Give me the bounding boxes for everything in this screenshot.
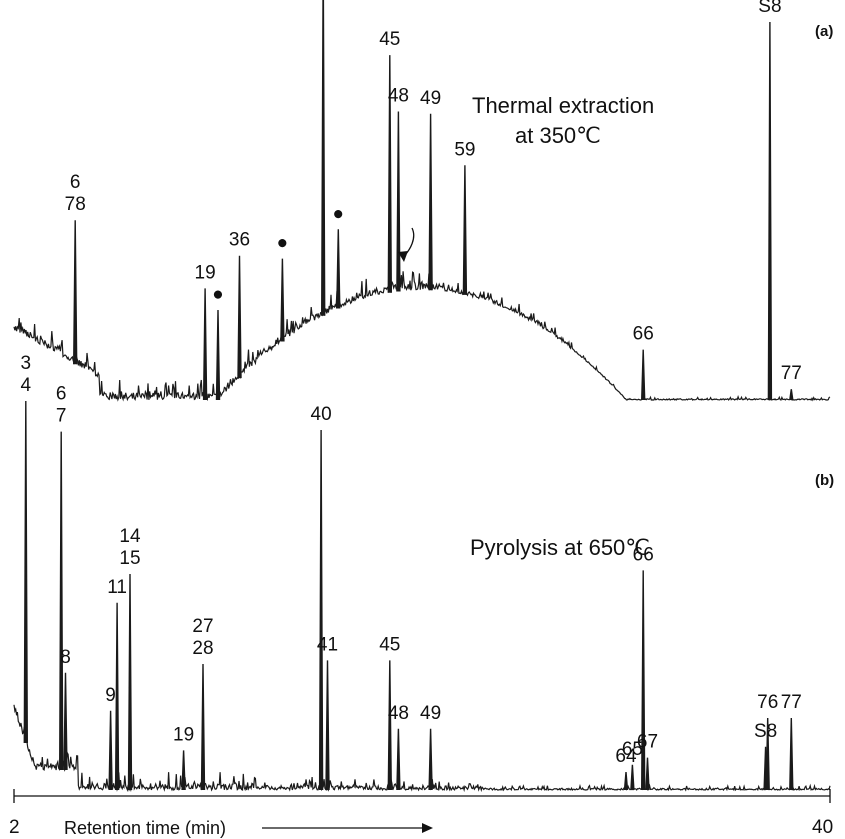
peak-b-15 bbox=[641, 570, 646, 791]
peak-a-8 bbox=[396, 111, 401, 292]
peak-a-11 bbox=[641, 349, 646, 401]
x-axis-direction-arrowhead bbox=[422, 823, 433, 833]
peak-label-a-0-0: 6 bbox=[70, 172, 81, 193]
peak-b-12 bbox=[428, 728, 433, 791]
peak-label-b-17-0: S8 bbox=[754, 721, 777, 742]
x-axis: 2 40 Retention time (min) bbox=[9, 789, 833, 838]
peak-label-a-11-0: 66 bbox=[633, 324, 654, 345]
peak-b-7 bbox=[200, 663, 206, 791]
panel-b-trace bbox=[13, 704, 831, 793]
peak-a-6 bbox=[336, 229, 341, 309]
peak-label-a-0-1: 78 bbox=[65, 194, 86, 215]
peak-label-a-10-0: 59 bbox=[454, 139, 475, 160]
peak-a-4 bbox=[280, 258, 285, 342]
peak-label-b-4-0: 11 bbox=[107, 577, 127, 598]
panel-b-title: Pyrolysis at 650℃ bbox=[470, 535, 650, 560]
peak-a-9 bbox=[428, 113, 433, 291]
peak-label-b-16-0: 67 bbox=[637, 732, 658, 753]
peak-a-2 bbox=[215, 309, 221, 401]
peak-label-b-7-1: 28 bbox=[192, 638, 213, 659]
peak-label-b-14-0: 65 bbox=[622, 739, 643, 760]
peak-label-b-5-1: 15 bbox=[119, 548, 140, 569]
panel-a-subtitle: at 350℃ bbox=[515, 123, 601, 148]
peak-label-b-3-0: 9 bbox=[105, 685, 116, 706]
peak-label-a-7-0: 45 bbox=[379, 29, 400, 50]
peak-a-12 bbox=[767, 21, 773, 401]
peak-label-b-15-0: 66 bbox=[633, 544, 654, 565]
peak-label-b-19-0: 77 bbox=[781, 692, 802, 713]
peak-a-0 bbox=[73, 220, 78, 365]
panel-a-trace bbox=[13, 271, 831, 402]
panel-a-peaks bbox=[73, 0, 794, 401]
peak-b-3 bbox=[108, 710, 113, 791]
panel-b-tag: (b) bbox=[815, 472, 834, 489]
peak-b-8 bbox=[318, 429, 324, 791]
peak-label-a-8-0: 48 bbox=[388, 86, 409, 107]
peak-label-b-7-0: 27 bbox=[192, 616, 213, 637]
panel-a-48-arrowhead bbox=[398, 251, 408, 262]
peak-b-0 bbox=[23, 400, 28, 744]
peak-a-13 bbox=[789, 389, 794, 401]
peak-label-a-13-0: 77 bbox=[781, 363, 802, 384]
peak-b-13 bbox=[623, 771, 629, 791]
peak-b-6 bbox=[181, 750, 186, 791]
x-axis-end-label: 40 bbox=[812, 817, 833, 838]
panel-a-tag: (a) bbox=[815, 23, 833, 40]
peak-label-b-0-0: 3 bbox=[21, 353, 32, 374]
panel-a-title: Thermal extraction bbox=[472, 93, 654, 118]
peak-b-18 bbox=[765, 717, 770, 791]
peak-label-b-10-0: 45 bbox=[379, 634, 400, 655]
peak-label-b-6-0: 19 bbox=[173, 724, 194, 745]
peak-label-b-0-1: 4 bbox=[21, 375, 32, 396]
x-axis-start-label: 2 bbox=[9, 817, 20, 838]
peak-label-a-3-0: 36 bbox=[229, 230, 250, 251]
peak-label-b-11-0: 48 bbox=[388, 703, 409, 724]
peak-label-b-18-0: 76 bbox=[757, 692, 778, 713]
peak-label-b-1-1: 7 bbox=[56, 406, 67, 427]
peak-label-b-1-0: 6 bbox=[56, 384, 67, 405]
peak-label-b-2-0: 8 bbox=[60, 647, 71, 668]
peak-b-5 bbox=[127, 573, 133, 791]
peak-b-2 bbox=[63, 672, 68, 771]
peak-b-9 bbox=[325, 660, 330, 791]
peak-a-10 bbox=[462, 165, 468, 295]
peak-a-1 bbox=[202, 288, 208, 401]
peak-b-10 bbox=[387, 660, 392, 791]
peak-label-b-8-0: 40 bbox=[311, 404, 332, 425]
peak-marker-dot-a-2-0: ● bbox=[212, 284, 223, 305]
peak-label-b-9-0: 41 bbox=[317, 634, 338, 655]
peak-label-a-9-0: 49 bbox=[420, 88, 441, 109]
peak-a-3 bbox=[237, 255, 242, 379]
peak-label-b-13-0: 64 bbox=[615, 746, 637, 767]
peak-b-1 bbox=[59, 431, 64, 771]
peak-a-7 bbox=[387, 55, 392, 293]
peak-marker-dot-a-4-0: ● bbox=[277, 233, 288, 254]
x-axis-title: Retention time (min) bbox=[64, 818, 226, 838]
peak-b-19 bbox=[789, 717, 794, 791]
panel-b-peaks bbox=[23, 400, 794, 791]
peak-a-5 bbox=[321, 0, 326, 316]
peak-b-11 bbox=[396, 728, 401, 791]
peak-label-a-12-0: S8 bbox=[758, 0, 781, 17]
peak-label-b-5-0: 14 bbox=[119, 526, 141, 547]
peak-label-b-12-0: 49 bbox=[420, 703, 441, 724]
peak-b-14 bbox=[630, 764, 635, 791]
peak-b-16 bbox=[645, 757, 650, 791]
peak-marker-dot-a-6-0: ● bbox=[333, 203, 344, 224]
peak-b-4 bbox=[114, 602, 120, 791]
peak-label-a-1-0: 19 bbox=[195, 262, 216, 283]
